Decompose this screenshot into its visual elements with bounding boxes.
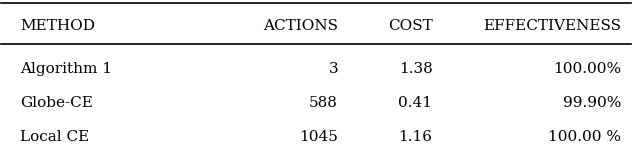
Text: 0.41: 0.41 bbox=[398, 96, 432, 110]
Text: 1045: 1045 bbox=[299, 130, 338, 144]
Text: 1.38: 1.38 bbox=[399, 62, 432, 76]
Text: 100.00 %: 100.00 % bbox=[548, 130, 621, 144]
Text: 1.16: 1.16 bbox=[398, 130, 432, 144]
Text: ACTIONS: ACTIONS bbox=[263, 19, 338, 33]
Text: EFFECTIVENESS: EFFECTIVENESS bbox=[483, 19, 621, 33]
Text: METHOD: METHOD bbox=[20, 19, 95, 33]
Text: Local CE: Local CE bbox=[20, 130, 90, 144]
Text: Globe-CE: Globe-CE bbox=[20, 96, 93, 110]
Text: 99.90%: 99.90% bbox=[563, 96, 621, 110]
Text: Algorithm 1: Algorithm 1 bbox=[20, 62, 112, 76]
Text: 588: 588 bbox=[309, 96, 338, 110]
Text: COST: COST bbox=[387, 19, 432, 33]
Text: 3: 3 bbox=[329, 62, 338, 76]
Text: 100.00%: 100.00% bbox=[553, 62, 621, 76]
